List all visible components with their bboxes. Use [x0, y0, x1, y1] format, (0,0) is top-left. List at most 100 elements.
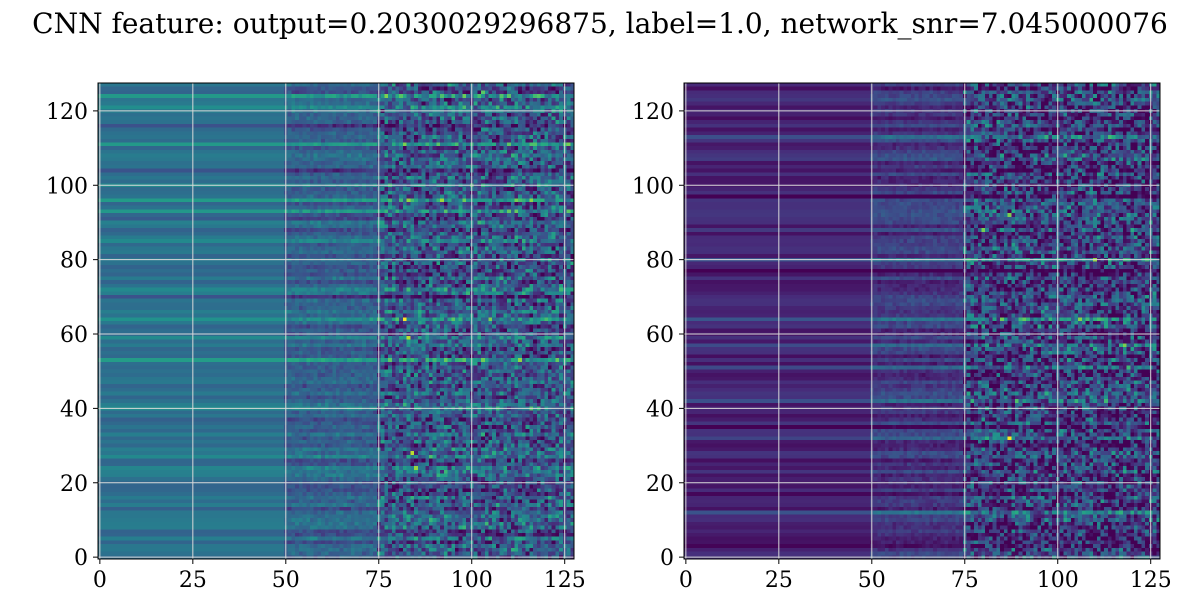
heatmap-cell: [436, 101, 441, 106]
heatmap-cell: [432, 153, 437, 158]
heatmap-cell: [410, 123, 415, 128]
heatmap-cell: [499, 205, 504, 210]
heatmap-cell: [495, 202, 500, 207]
heatmap-cell: [432, 131, 437, 136]
heatmap-cell: [153, 224, 158, 229]
heatmap-cell: [313, 83, 318, 88]
heatmap-cell: [332, 179, 337, 184]
heatmap-cell: [451, 194, 456, 199]
heatmap-cell: [477, 120, 482, 125]
heatmap-cell: [443, 90, 448, 95]
heatmap-cell: [495, 153, 500, 158]
heatmap-cell: [432, 146, 437, 151]
heatmap-cell: [116, 123, 121, 128]
heatmap-cell: [265, 138, 270, 143]
heatmap-cell: [559, 123, 564, 128]
heatmap-cell: [380, 101, 385, 106]
heatmap-cell: [105, 123, 110, 128]
heatmap-cell: [209, 187, 214, 192]
heatmap-cell: [243, 138, 248, 143]
heatmap-cell: [402, 179, 408, 184]
heatmap-cell: [559, 213, 564, 218]
heatmap-cell: [324, 123, 329, 128]
heatmap-cell: [243, 131, 248, 136]
heatmap-cell: [443, 142, 448, 147]
heatmap-cell: [555, 216, 560, 221]
heatmap-cell: [146, 216, 151, 221]
heatmap-cell: [432, 120, 437, 125]
heatmap-cell: [112, 164, 117, 169]
heatmap-cell: [481, 86, 486, 91]
heatmap-cell: [246, 198, 251, 203]
heatmap-cell: [231, 202, 236, 207]
heatmap-cell: [399, 224, 404, 229]
heatmap-cell: [436, 187, 441, 192]
heatmap-cell: [488, 168, 493, 173]
heatmap-cell: [220, 135, 225, 140]
heatmap-cell: [239, 157, 244, 162]
heatmap-cell: [309, 172, 315, 177]
heatmap-cell: [101, 101, 106, 106]
heatmap-cell: [243, 216, 248, 221]
heatmap-cell: [239, 213, 244, 218]
heatmap-cell: [440, 187, 445, 192]
heatmap-cell: [447, 216, 452, 221]
heatmap-cell: [510, 172, 515, 177]
heatmap-cell: [161, 101, 166, 106]
heatmap-cell: [481, 142, 486, 147]
heatmap-cell: [131, 164, 136, 169]
heatmap-cell: [536, 205, 541, 210]
heatmap-cell: [257, 194, 262, 199]
heatmap-cell: [205, 149, 210, 155]
heatmap-cell: [124, 205, 129, 210]
heatmap-cell: [547, 202, 553, 207]
heatmap-cell: [328, 164, 333, 169]
heatmap-cell: [198, 153, 203, 158]
heatmap-cell: [492, 105, 497, 110]
heatmap-cell: [265, 209, 270, 214]
heatmap-cell: [313, 105, 318, 110]
heatmap-cell: [551, 123, 556, 128]
heatmap-cell: [179, 116, 184, 121]
heatmap-cell: [295, 224, 300, 229]
heatmap-cell: [153, 149, 158, 155]
heatmap-cell: [488, 172, 493, 177]
heatmap-cell: [388, 86, 393, 91]
heatmap-cell: [287, 175, 292, 181]
heatmap-cell: [332, 213, 337, 218]
heatmap-cell: [503, 202, 508, 207]
heatmap-cell: [239, 105, 244, 110]
heatmap-cell: [324, 168, 329, 173]
heatmap-cell: [257, 83, 262, 88]
heatmap-cell: [551, 202, 556, 207]
heatmap-cell: [570, 220, 575, 225]
heatmap-cell: [521, 213, 527, 218]
heatmap-cell: [380, 131, 385, 136]
heatmap-cell: [380, 86, 385, 91]
heatmap-cell: [477, 138, 482, 143]
heatmap-cell: [324, 164, 329, 169]
heatmap-cell: [347, 135, 352, 140]
heatmap-cell: [525, 179, 530, 184]
heatmap-cell: [198, 123, 203, 128]
heatmap-cell: [276, 220, 281, 225]
heatmap-cell: [447, 224, 452, 229]
heatmap-cell: [213, 131, 218, 136]
heatmap-cell: [451, 127, 456, 132]
heatmap-cell: [473, 146, 478, 151]
heatmap-cell: [276, 86, 281, 91]
heatmap-cell: [391, 198, 396, 203]
heatmap-cell: [447, 138, 452, 143]
heatmap-cell: [116, 168, 121, 173]
heatmap-cell: [257, 146, 262, 151]
heatmap-cell: [321, 94, 326, 99]
heatmap-cell: [183, 179, 188, 184]
heatmap-cell: [317, 209, 322, 214]
heatmap-cell: [343, 190, 348, 195]
heatmap-cell: [391, 142, 396, 147]
heatmap-cell: [116, 94, 121, 99]
heatmap-cell: [443, 105, 448, 110]
heatmap-cell: [570, 149, 575, 155]
heatmap-cell: [287, 83, 292, 88]
heatmap-cell: [373, 94, 378, 99]
